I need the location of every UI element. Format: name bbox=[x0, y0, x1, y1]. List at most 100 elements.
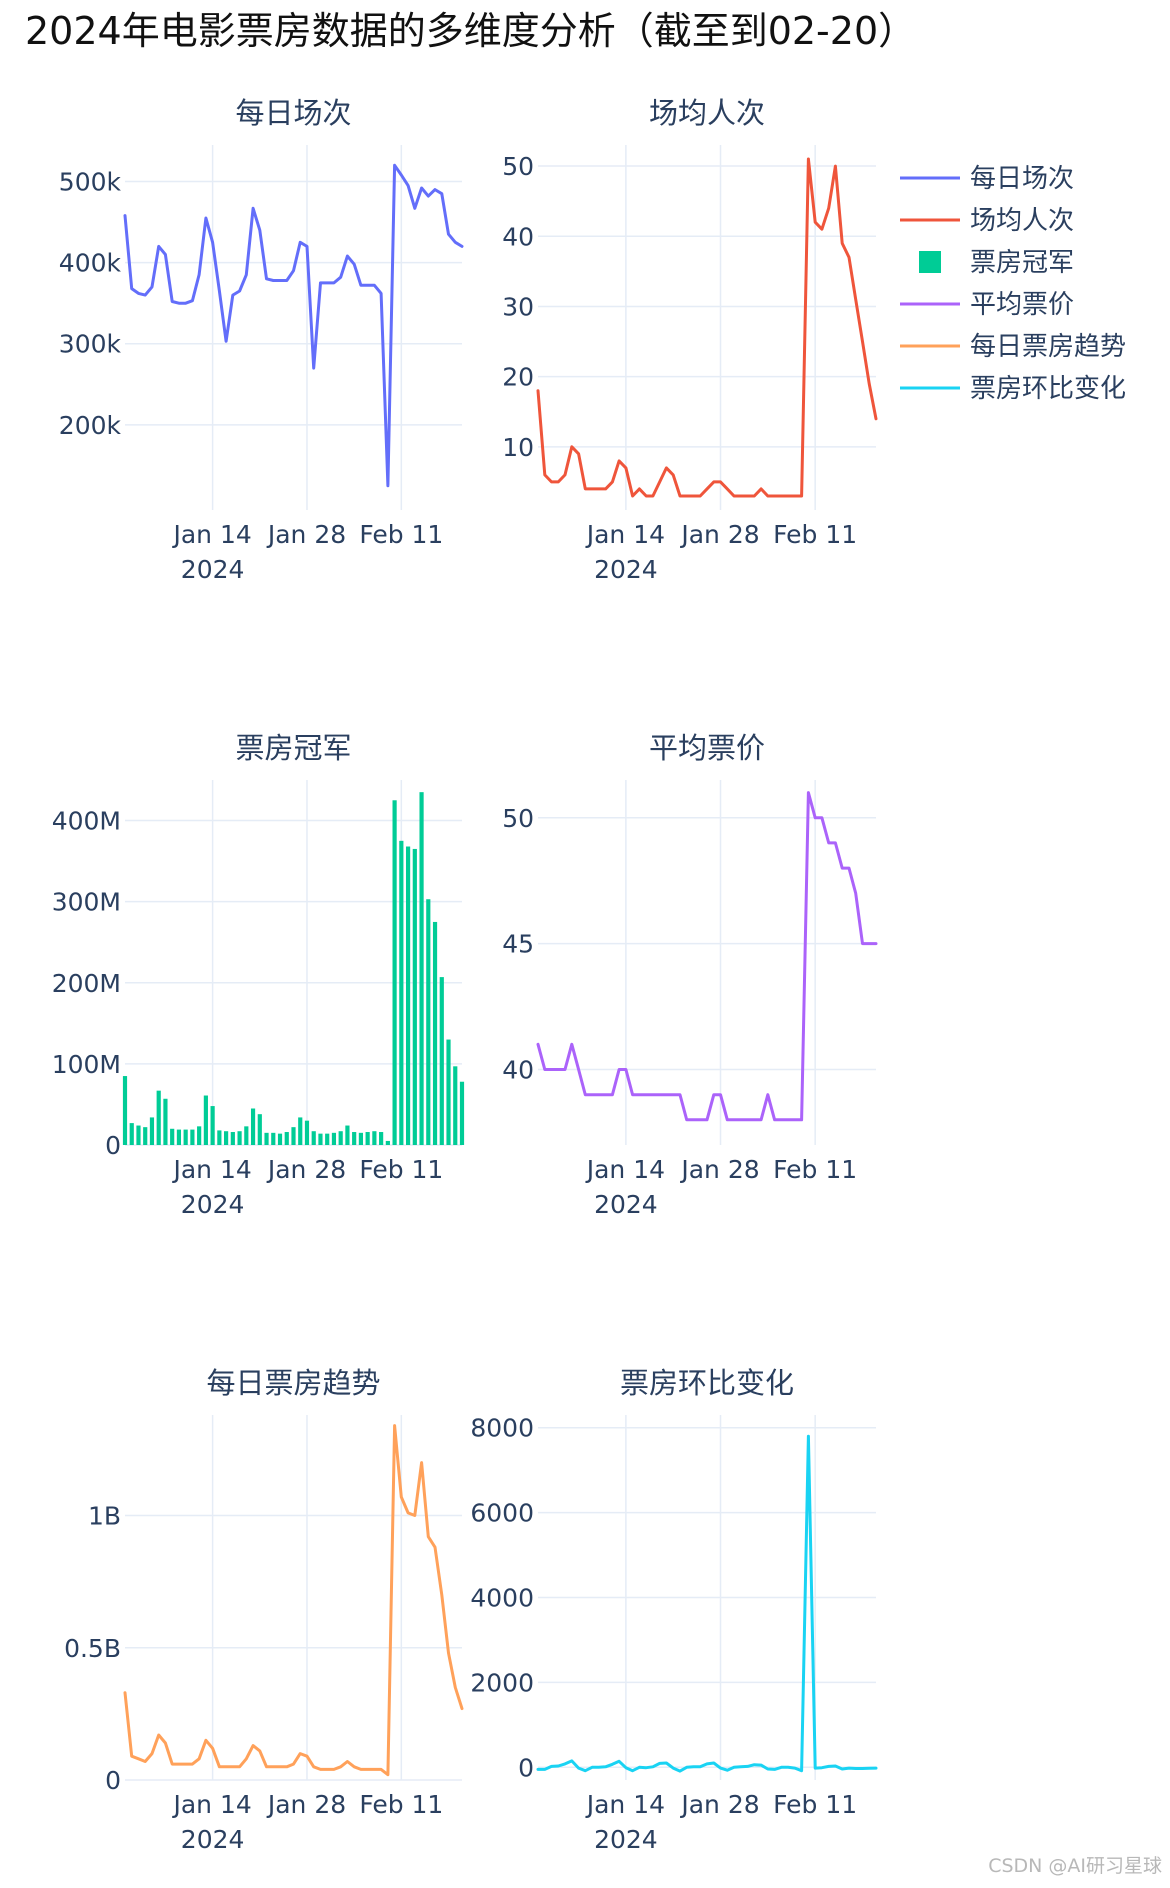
y-tick-label: 300k bbox=[59, 330, 122, 359]
subplot-3: 票房冠军 Jan 14 Jan 28 Feb 11 2024 0 100M 200M 300M 4… bbox=[52, 731, 465, 1219]
x-year-label: 2024 bbox=[594, 1190, 658, 1219]
x-tick-label: Feb 11 bbox=[773, 520, 857, 549]
bar bbox=[298, 1117, 303, 1145]
subplot-6: 票房环比变化 Jan 14 Jan 28 Feb 11 2024 0 2000 4000 600… bbox=[470, 1366, 878, 1854]
y-tick-label: 40 bbox=[502, 222, 534, 251]
subplot-title: 票房冠军 bbox=[235, 731, 351, 765]
bar bbox=[210, 1106, 215, 1145]
bar bbox=[284, 1132, 289, 1145]
y-tick-label: 100M bbox=[52, 1050, 121, 1079]
bar bbox=[122, 1076, 128, 1145]
bar-series bbox=[122, 792, 465, 1145]
bar bbox=[183, 1129, 188, 1145]
x-tick-label: Jan 28 bbox=[679, 520, 759, 549]
subplot-title: 每日票房趋势 bbox=[206, 1366, 380, 1400]
subplot-title: 每日场次 bbox=[235, 96, 351, 130]
bar bbox=[170, 1128, 175, 1145]
legend-swatch bbox=[919, 251, 941, 273]
y-tick-label: 4000 bbox=[470, 1584, 534, 1613]
x-tick-label: Jan 14 bbox=[585, 1790, 665, 1819]
legend-item[interactable]: 票房冠军 bbox=[919, 248, 1074, 278]
bar bbox=[217, 1130, 222, 1145]
bar bbox=[358, 1132, 363, 1145]
y-tick-label: 50 bbox=[502, 804, 534, 833]
y-tick-label: 0 bbox=[105, 1766, 121, 1795]
bar bbox=[149, 1117, 155, 1145]
y-tick-label: 20 bbox=[502, 363, 534, 392]
bar bbox=[291, 1127, 296, 1145]
bar bbox=[459, 1081, 465, 1145]
y-tick-label: 6000 bbox=[470, 1499, 534, 1528]
subplot-title: 场均人次 bbox=[649, 96, 765, 130]
bar bbox=[352, 1132, 357, 1145]
y-tick-label: 30 bbox=[502, 292, 534, 321]
x-tick-label: Jan 28 bbox=[679, 1790, 759, 1819]
bar bbox=[439, 977, 444, 1145]
subplot-1: 每日场次 Jan 14 Jan 28 Feb 11 2024 200k 300k 400k 50… bbox=[59, 96, 464, 584]
y-tick-label: 400M bbox=[52, 807, 121, 836]
bar bbox=[325, 1133, 330, 1145]
legend-item[interactable]: 场均人次 bbox=[900, 206, 1074, 236]
bar bbox=[365, 1132, 370, 1145]
y-tick-label: 300M bbox=[52, 888, 121, 917]
x-tick-label: Feb 11 bbox=[773, 1790, 857, 1819]
legend-label: 平均票价 bbox=[970, 290, 1074, 320]
subplot-5: 每日票房趋势 Jan 14 Jan 28 Feb 11 2024 0 0.5B 1B bbox=[64, 1366, 464, 1854]
watermark: CSDN @AI研习星球 bbox=[988, 1855, 1162, 1877]
bar bbox=[244, 1126, 249, 1145]
figure-title: 2024年电影票房数据的多维度分析（截至到02-20） bbox=[25, 9, 916, 53]
x-tick-label: Jan 14 bbox=[171, 1155, 251, 1184]
legend-item[interactable]: 每日票房趋势 bbox=[900, 332, 1126, 362]
bar bbox=[250, 1108, 256, 1145]
y-tick-label: 500k bbox=[59, 168, 122, 197]
bar bbox=[399, 840, 404, 1145]
x-tick-label: Feb 11 bbox=[359, 520, 443, 549]
x-tick-label: Jan 14 bbox=[585, 1155, 665, 1184]
y-tick-label: 45 bbox=[502, 930, 534, 959]
legend-item[interactable]: 平均票价 bbox=[900, 290, 1074, 320]
bar bbox=[237, 1131, 242, 1145]
y-tick-label: 2000 bbox=[470, 1668, 534, 1697]
bar bbox=[163, 1098, 168, 1145]
line-series bbox=[536, 1434, 878, 1773]
subplot-4: 平均票价 Jan 14 Jan 28 Feb 11 2024 40 45 50 bbox=[502, 731, 878, 1219]
bar bbox=[129, 1123, 134, 1145]
x-tick-label: Jan 28 bbox=[266, 1790, 346, 1819]
bar bbox=[318, 1133, 323, 1145]
bar bbox=[392, 800, 397, 1145]
x-year-label: 2024 bbox=[181, 1190, 245, 1219]
legend-item[interactable]: 票房环比变化 bbox=[900, 374, 1126, 404]
bar bbox=[331, 1132, 337, 1145]
subplot-title: 平均票价 bbox=[649, 731, 765, 765]
x-tick-label: Feb 11 bbox=[773, 1155, 857, 1184]
x-tick-label: Jan 28 bbox=[679, 1155, 759, 1184]
bar bbox=[379, 1132, 384, 1145]
bar bbox=[372, 1131, 377, 1145]
x-tick-label: Feb 11 bbox=[359, 1790, 443, 1819]
x-year-label: 2024 bbox=[594, 1825, 658, 1854]
bar bbox=[257, 1114, 262, 1145]
bar bbox=[203, 1095, 208, 1145]
legend-item[interactable]: 每日场次 bbox=[900, 164, 1074, 194]
bar bbox=[412, 848, 417, 1145]
bar bbox=[345, 1125, 350, 1145]
y-tick-label: 40 bbox=[502, 1055, 534, 1084]
line-series bbox=[123, 163, 464, 488]
x-tick-label: Jan 14 bbox=[171, 1790, 251, 1819]
subplot-title: 票房环比变化 bbox=[620, 1366, 794, 1400]
bar bbox=[264, 1132, 269, 1145]
bar bbox=[385, 1140, 390, 1145]
y-tick-label: 0 bbox=[105, 1131, 121, 1160]
bar bbox=[432, 921, 438, 1145]
x-tick-label: Jan 28 bbox=[266, 520, 346, 549]
y-tick-label: 0.5B bbox=[64, 1634, 121, 1663]
bar bbox=[271, 1132, 276, 1145]
bar bbox=[419, 792, 424, 1145]
y-tick-label: 10 bbox=[502, 433, 534, 462]
bar bbox=[230, 1132, 235, 1145]
bar bbox=[426, 899, 431, 1145]
bar bbox=[136, 1125, 141, 1145]
x-tick-label: Jan 14 bbox=[585, 520, 665, 549]
